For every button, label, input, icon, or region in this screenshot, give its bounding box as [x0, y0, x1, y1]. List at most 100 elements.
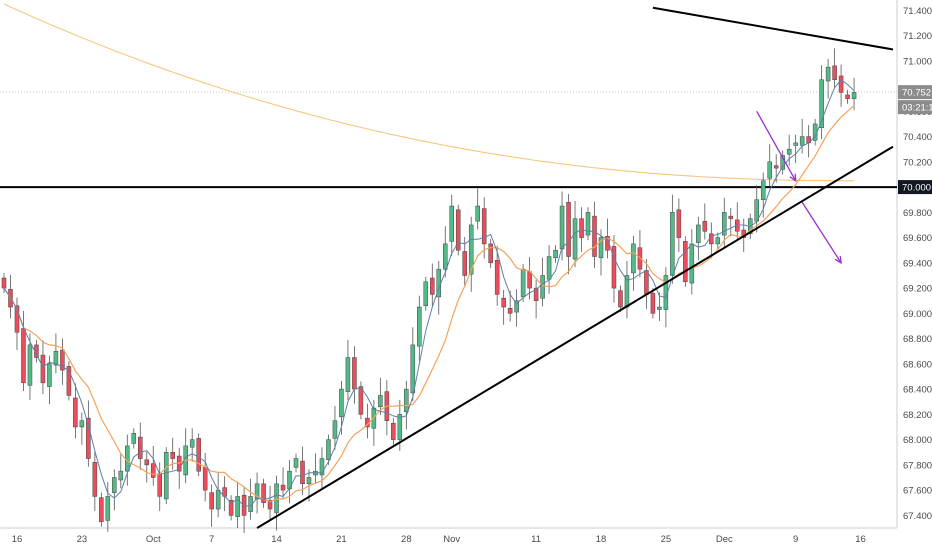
- candle[interactable]: [202, 467, 208, 491]
- candle[interactable]: [300, 460, 305, 485]
- candle[interactable]: [644, 270, 649, 295]
- candle[interactable]: [1, 277, 7, 289]
- candle[interactable]: [79, 420, 85, 428]
- candle[interactable]: [572, 218, 578, 260]
- candle[interactable]: [689, 243, 695, 284]
- candle[interactable]: [267, 499, 273, 510]
- candle[interactable]: [838, 75, 844, 93]
- candle[interactable]: [592, 215, 597, 257]
- candle[interactable]: [540, 275, 545, 299]
- candle[interactable]: [345, 357, 351, 392]
- candle[interactable]: [683, 241, 688, 283]
- candle[interactable]: [228, 499, 234, 516]
- candle[interactable]: [533, 287, 539, 301]
- candle[interactable]: [760, 180, 766, 200]
- candle[interactable]: [189, 439, 195, 448]
- candle[interactable]: [676, 209, 682, 238]
- candle[interactable]: [585, 212, 591, 236]
- candle[interactable]: [131, 433, 137, 444]
- candle[interactable]: [293, 458, 299, 468]
- candle[interactable]: [118, 470, 124, 481]
- candle[interactable]: [455, 209, 461, 251]
- candle[interactable]: [66, 366, 72, 396]
- candle[interactable]: [280, 484, 286, 491]
- candle[interactable]: [546, 256, 552, 280]
- candle[interactable]: [481, 208, 487, 245]
- candle[interactable]: [157, 473, 162, 497]
- candle[interactable]: [566, 201, 571, 257]
- candle[interactable]: [209, 492, 214, 510]
- candle[interactable]: [468, 224, 474, 275]
- candle[interactable]: [21, 328, 26, 384]
- candle[interactable]: [728, 215, 734, 219]
- candle[interactable]: [793, 142, 798, 146]
- candle[interactable]: [60, 349, 65, 371]
- candle[interactable]: [14, 305, 20, 333]
- candle[interactable]: [86, 417, 91, 459]
- ascending-trendline[interactable]: [256, 145, 894, 529]
- candle[interactable]: [494, 260, 500, 295]
- forecast-arrow[interactable]: [801, 201, 842, 264]
- candle[interactable]: [767, 161, 772, 179]
- candle[interactable]: [605, 236, 610, 251]
- candle[interactable]: [423, 281, 429, 307]
- candle[interactable]: [306, 477, 312, 485]
- candle[interactable]: [73, 397, 78, 428]
- candle[interactable]: [196, 438, 201, 472]
- candle[interactable]: [92, 462, 98, 497]
- candle[interactable]: [138, 436, 143, 459]
- forecast-arrow[interactable]: [756, 111, 797, 182]
- candle[interactable]: [553, 249, 558, 259]
- candle[interactable]: [631, 243, 636, 274]
- candle[interactable]: [339, 388, 344, 418]
- candle[interactable]: [352, 357, 357, 390]
- candle[interactable]: [488, 243, 493, 264]
- candle[interactable]: [501, 297, 506, 308]
- candle[interactable]: [819, 79, 824, 128]
- candle[interactable]: [527, 271, 532, 289]
- candle[interactable]: [514, 300, 519, 313]
- candle[interactable]: [40, 354, 46, 384]
- candle[interactable]: [722, 212, 727, 236]
- candle[interactable]: [650, 292, 656, 314]
- candle[interactable]: [170, 451, 175, 459]
- candle[interactable]: [261, 483, 266, 503]
- candle[interactable]: [144, 459, 150, 466]
- candle[interactable]: [235, 496, 240, 517]
- candle[interactable]: [507, 308, 513, 314]
- candle[interactable]: [657, 306, 662, 310]
- candle[interactable]: [163, 451, 169, 500]
- candle[interactable]: [611, 246, 617, 289]
- candle[interactable]: [397, 414, 403, 440]
- candle[interactable]: [391, 422, 396, 440]
- candle[interactable]: [378, 395, 383, 408]
- candle[interactable]: [150, 463, 156, 478]
- candle[interactable]: [105, 496, 111, 521]
- candle[interactable]: [410, 344, 416, 394]
- candle[interactable]: [670, 212, 675, 276]
- candle[interactable]: [696, 224, 701, 243]
- candle[interactable]: [559, 205, 565, 250]
- descending-trendline[interactable]: [652, 6, 894, 51]
- candle[interactable]: [715, 237, 721, 245]
- candle[interactable]: [845, 94, 850, 99]
- candle[interactable]: [442, 243, 448, 270]
- candle[interactable]: [786, 148, 792, 155]
- candle[interactable]: [112, 477, 117, 493]
- candle[interactable]: [274, 483, 279, 514]
- candle[interactable]: [215, 489, 221, 510]
- candle[interactable]: [702, 220, 708, 232]
- candle[interactable]: [773, 165, 779, 169]
- candle[interactable]: [430, 277, 435, 295]
- candle[interactable]: [358, 386, 364, 415]
- candle[interactable]: [475, 205, 480, 222]
- candle[interactable]: [449, 205, 455, 242]
- candle[interactable]: [99, 497, 104, 522]
- candle[interactable]: [462, 251, 467, 276]
- candle[interactable]: [319, 458, 325, 476]
- candle[interactable]: [598, 237, 604, 259]
- candle[interactable]: [27, 344, 33, 386]
- candle[interactable]: [417, 306, 422, 347]
- candle[interactable]: [254, 483, 260, 500]
- candle[interactable]: [579, 218, 584, 238]
